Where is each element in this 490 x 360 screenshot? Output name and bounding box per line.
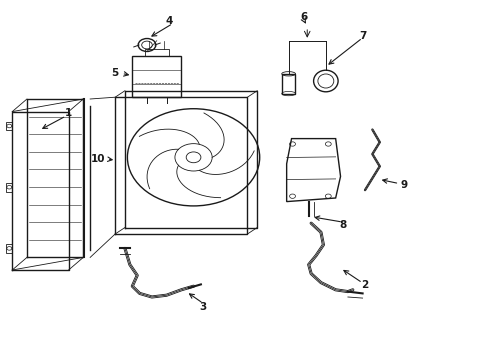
Bar — [6, 183, 12, 192]
Text: 10: 10 — [91, 154, 105, 164]
Text: 2: 2 — [362, 280, 368, 291]
Text: 8: 8 — [340, 220, 346, 230]
Text: 5: 5 — [112, 68, 119, 78]
Text: 7: 7 — [359, 31, 367, 41]
Bar — [6, 244, 12, 253]
Bar — [145, 49, 169, 56]
Bar — [6, 122, 12, 130]
Bar — [132, 56, 181, 97]
Text: 3: 3 — [200, 302, 207, 312]
Bar — [282, 74, 295, 94]
Text: 6: 6 — [300, 12, 307, 22]
Text: 9: 9 — [401, 180, 408, 190]
Text: 1: 1 — [65, 108, 72, 118]
Text: 4: 4 — [165, 16, 173, 26]
